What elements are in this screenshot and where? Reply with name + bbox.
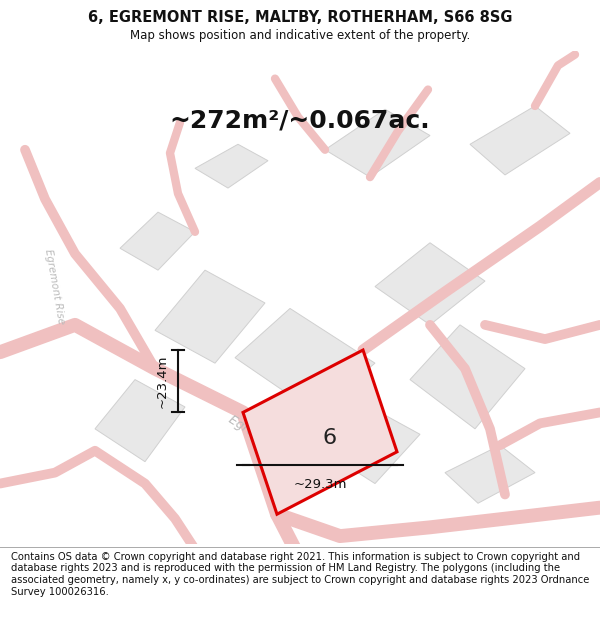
Polygon shape bbox=[470, 106, 570, 175]
Text: ~272m²/~0.067ac.: ~272m²/~0.067ac. bbox=[170, 108, 430, 132]
Polygon shape bbox=[235, 309, 375, 412]
Polygon shape bbox=[410, 325, 525, 429]
Polygon shape bbox=[195, 144, 268, 188]
Text: Map shows position and indicative extent of the property.: Map shows position and indicative extent… bbox=[130, 29, 470, 42]
Text: ~23.4m: ~23.4m bbox=[156, 354, 169, 408]
Text: Egremont Rise: Egremont Rise bbox=[43, 248, 67, 325]
Text: Egremont Rise: Egremont Rise bbox=[226, 413, 310, 473]
Polygon shape bbox=[120, 212, 195, 270]
Text: 6, EGREMONT RISE, MALTBY, ROTHERHAM, S66 8SG: 6, EGREMONT RISE, MALTBY, ROTHERHAM, S66… bbox=[88, 10, 512, 25]
Text: ~29.3m: ~29.3m bbox=[293, 478, 347, 491]
Text: Contains OS data © Crown copyright and database right 2021. This information is : Contains OS data © Crown copyright and d… bbox=[11, 552, 589, 597]
Polygon shape bbox=[325, 109, 430, 177]
Polygon shape bbox=[445, 445, 535, 503]
Polygon shape bbox=[315, 401, 420, 484]
Polygon shape bbox=[243, 350, 397, 514]
Polygon shape bbox=[95, 379, 185, 462]
Polygon shape bbox=[375, 242, 485, 325]
Text: 6: 6 bbox=[323, 428, 337, 448]
Polygon shape bbox=[155, 270, 265, 363]
